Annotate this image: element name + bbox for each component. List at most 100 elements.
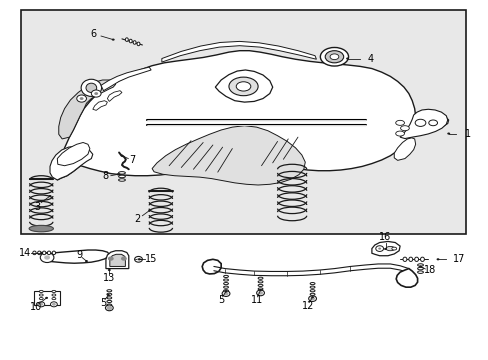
Circle shape: [44, 255, 50, 260]
Ellipse shape: [223, 279, 228, 281]
Circle shape: [112, 39, 115, 41]
Ellipse shape: [29, 225, 53, 232]
Text: 13: 13: [103, 273, 115, 283]
Ellipse shape: [118, 175, 125, 178]
Ellipse shape: [325, 51, 343, 63]
Ellipse shape: [118, 172, 125, 174]
Ellipse shape: [129, 39, 132, 43]
Circle shape: [91, 90, 101, 97]
Ellipse shape: [329, 54, 338, 60]
Circle shape: [52, 303, 56, 306]
Circle shape: [106, 306, 112, 310]
Ellipse shape: [420, 257, 424, 261]
Polygon shape: [152, 126, 305, 185]
Ellipse shape: [309, 283, 314, 285]
Text: 5: 5: [218, 296, 224, 305]
Circle shape: [85, 260, 88, 262]
Circle shape: [383, 248, 386, 250]
Ellipse shape: [107, 290, 112, 292]
Ellipse shape: [134, 256, 142, 262]
Ellipse shape: [39, 297, 43, 300]
Ellipse shape: [223, 290, 228, 292]
Circle shape: [259, 289, 262, 291]
Ellipse shape: [50, 302, 57, 307]
Ellipse shape: [258, 281, 263, 283]
Ellipse shape: [402, 257, 406, 261]
Ellipse shape: [236, 82, 250, 91]
Polygon shape: [393, 138, 415, 160]
Circle shape: [107, 294, 110, 296]
Text: 6: 6: [90, 28, 97, 39]
Text: 10: 10: [30, 302, 42, 312]
Circle shape: [223, 292, 228, 296]
Ellipse shape: [33, 251, 36, 255]
Ellipse shape: [309, 290, 314, 292]
Circle shape: [258, 291, 263, 295]
Polygon shape: [57, 143, 90, 166]
Circle shape: [77, 95, 86, 102]
Circle shape: [346, 58, 348, 60]
Ellipse shape: [309, 286, 314, 288]
Text: 14: 14: [19, 248, 31, 258]
Ellipse shape: [258, 277, 263, 279]
Ellipse shape: [52, 294, 56, 296]
Text: 5: 5: [100, 298, 106, 308]
Polygon shape: [110, 254, 125, 266]
Ellipse shape: [105, 305, 113, 311]
Circle shape: [39, 303, 43, 306]
Ellipse shape: [52, 251, 56, 255]
Circle shape: [40, 252, 43, 254]
Ellipse shape: [107, 300, 112, 302]
Ellipse shape: [320, 48, 348, 66]
Text: 4: 4: [367, 54, 373, 64]
Text: 11: 11: [250, 296, 262, 305]
Polygon shape: [101, 67, 151, 91]
Circle shape: [80, 97, 83, 100]
Polygon shape: [202, 259, 221, 274]
Circle shape: [436, 258, 439, 260]
Ellipse shape: [38, 302, 44, 307]
Polygon shape: [106, 251, 128, 269]
Ellipse shape: [38, 251, 41, 255]
Polygon shape: [57, 51, 415, 180]
Polygon shape: [399, 109, 447, 139]
Ellipse shape: [223, 283, 228, 285]
Ellipse shape: [417, 264, 423, 266]
Polygon shape: [215, 70, 272, 102]
Ellipse shape: [258, 284, 263, 287]
Ellipse shape: [52, 297, 56, 300]
Circle shape: [48, 195, 51, 197]
Polygon shape: [50, 146, 93, 180]
Polygon shape: [395, 269, 417, 287]
Ellipse shape: [39, 294, 43, 296]
Ellipse shape: [39, 291, 43, 293]
Bar: [21, 10, 465, 234]
Ellipse shape: [125, 38, 128, 41]
Ellipse shape: [107, 304, 112, 306]
Circle shape: [138, 258, 141, 260]
Polygon shape: [162, 41, 316, 62]
Ellipse shape: [395, 120, 404, 125]
Polygon shape: [59, 80, 116, 139]
Circle shape: [120, 155, 123, 157]
Circle shape: [309, 297, 314, 300]
Ellipse shape: [52, 291, 56, 293]
Circle shape: [108, 256, 114, 261]
Ellipse shape: [391, 247, 396, 250]
Circle shape: [418, 265, 421, 267]
Circle shape: [116, 173, 119, 175]
Ellipse shape: [133, 41, 136, 44]
Circle shape: [375, 246, 383, 251]
Circle shape: [377, 248, 380, 249]
Ellipse shape: [309, 293, 314, 296]
Ellipse shape: [408, 257, 412, 261]
Ellipse shape: [222, 291, 229, 296]
Ellipse shape: [86, 83, 97, 93]
Circle shape: [447, 132, 449, 135]
Text: 18: 18: [423, 265, 435, 275]
Text: 8: 8: [102, 171, 109, 181]
Polygon shape: [414, 115, 448, 130]
Ellipse shape: [417, 267, 423, 270]
Ellipse shape: [385, 247, 394, 251]
Text: 12: 12: [301, 301, 313, 311]
